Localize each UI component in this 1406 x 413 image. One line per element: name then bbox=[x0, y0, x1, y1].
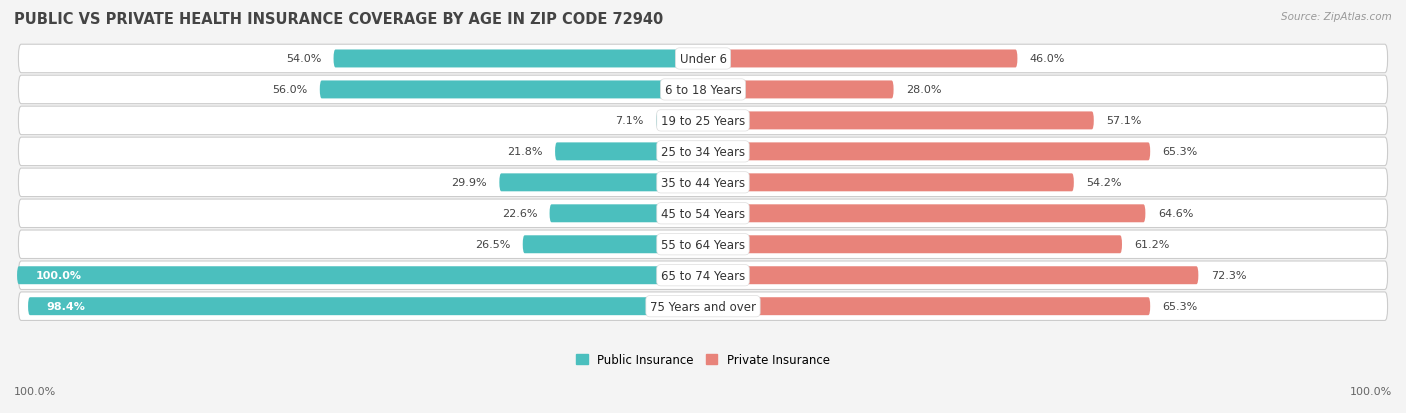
FancyBboxPatch shape bbox=[703, 174, 1074, 192]
FancyBboxPatch shape bbox=[18, 107, 1388, 135]
Text: 55 to 64 Years: 55 to 64 Years bbox=[661, 238, 745, 251]
Text: 54.0%: 54.0% bbox=[285, 55, 321, 64]
FancyBboxPatch shape bbox=[17, 267, 703, 285]
FancyBboxPatch shape bbox=[18, 261, 1388, 290]
Text: 7.1%: 7.1% bbox=[616, 116, 644, 126]
FancyBboxPatch shape bbox=[703, 205, 1146, 223]
Text: 65.3%: 65.3% bbox=[1163, 301, 1198, 311]
Text: 29.9%: 29.9% bbox=[451, 178, 486, 188]
Text: 21.8%: 21.8% bbox=[508, 147, 543, 157]
Text: 65.3%: 65.3% bbox=[1163, 147, 1198, 157]
Text: 72.3%: 72.3% bbox=[1211, 271, 1246, 280]
Text: 46.0%: 46.0% bbox=[1029, 55, 1066, 64]
Text: Source: ZipAtlas.com: Source: ZipAtlas.com bbox=[1281, 12, 1392, 22]
FancyBboxPatch shape bbox=[555, 143, 703, 161]
Text: 25 to 34 Years: 25 to 34 Years bbox=[661, 145, 745, 159]
Text: 22.6%: 22.6% bbox=[502, 209, 537, 219]
Text: 57.1%: 57.1% bbox=[1107, 116, 1142, 126]
FancyBboxPatch shape bbox=[657, 112, 703, 130]
FancyBboxPatch shape bbox=[28, 297, 703, 316]
Text: 56.0%: 56.0% bbox=[273, 85, 308, 95]
Text: 45 to 54 Years: 45 to 54 Years bbox=[661, 207, 745, 220]
Text: 26.5%: 26.5% bbox=[475, 240, 510, 250]
FancyBboxPatch shape bbox=[550, 205, 703, 223]
FancyBboxPatch shape bbox=[18, 292, 1388, 320]
FancyBboxPatch shape bbox=[18, 230, 1388, 259]
Text: 19 to 25 Years: 19 to 25 Years bbox=[661, 115, 745, 128]
Text: Under 6: Under 6 bbox=[679, 53, 727, 66]
FancyBboxPatch shape bbox=[18, 76, 1388, 104]
Text: 6 to 18 Years: 6 to 18 Years bbox=[665, 84, 741, 97]
FancyBboxPatch shape bbox=[703, 81, 894, 99]
FancyBboxPatch shape bbox=[499, 174, 703, 192]
Text: 54.2%: 54.2% bbox=[1087, 178, 1122, 188]
FancyBboxPatch shape bbox=[703, 267, 1198, 285]
Text: 100.0%: 100.0% bbox=[35, 271, 82, 280]
Text: PUBLIC VS PRIVATE HEALTH INSURANCE COVERAGE BY AGE IN ZIP CODE 72940: PUBLIC VS PRIVATE HEALTH INSURANCE COVER… bbox=[14, 12, 664, 27]
FancyBboxPatch shape bbox=[333, 50, 703, 68]
FancyBboxPatch shape bbox=[703, 236, 1122, 254]
FancyBboxPatch shape bbox=[319, 81, 703, 99]
Text: 100.0%: 100.0% bbox=[14, 387, 56, 396]
Text: 64.6%: 64.6% bbox=[1157, 209, 1194, 219]
Legend: Public Insurance, Private Insurance: Public Insurance, Private Insurance bbox=[576, 353, 830, 366]
FancyBboxPatch shape bbox=[18, 138, 1388, 166]
FancyBboxPatch shape bbox=[523, 236, 703, 254]
FancyBboxPatch shape bbox=[703, 50, 1018, 68]
FancyBboxPatch shape bbox=[18, 45, 1388, 74]
FancyBboxPatch shape bbox=[703, 297, 1150, 316]
Text: 100.0%: 100.0% bbox=[1350, 387, 1392, 396]
Text: 98.4%: 98.4% bbox=[46, 301, 86, 311]
FancyBboxPatch shape bbox=[18, 199, 1388, 228]
FancyBboxPatch shape bbox=[703, 112, 1094, 130]
Text: 61.2%: 61.2% bbox=[1135, 240, 1170, 250]
Text: 28.0%: 28.0% bbox=[905, 85, 942, 95]
FancyBboxPatch shape bbox=[18, 169, 1388, 197]
Text: 65 to 74 Years: 65 to 74 Years bbox=[661, 269, 745, 282]
FancyBboxPatch shape bbox=[703, 143, 1150, 161]
Text: 35 to 44 Years: 35 to 44 Years bbox=[661, 176, 745, 190]
Text: 75 Years and over: 75 Years and over bbox=[650, 300, 756, 313]
